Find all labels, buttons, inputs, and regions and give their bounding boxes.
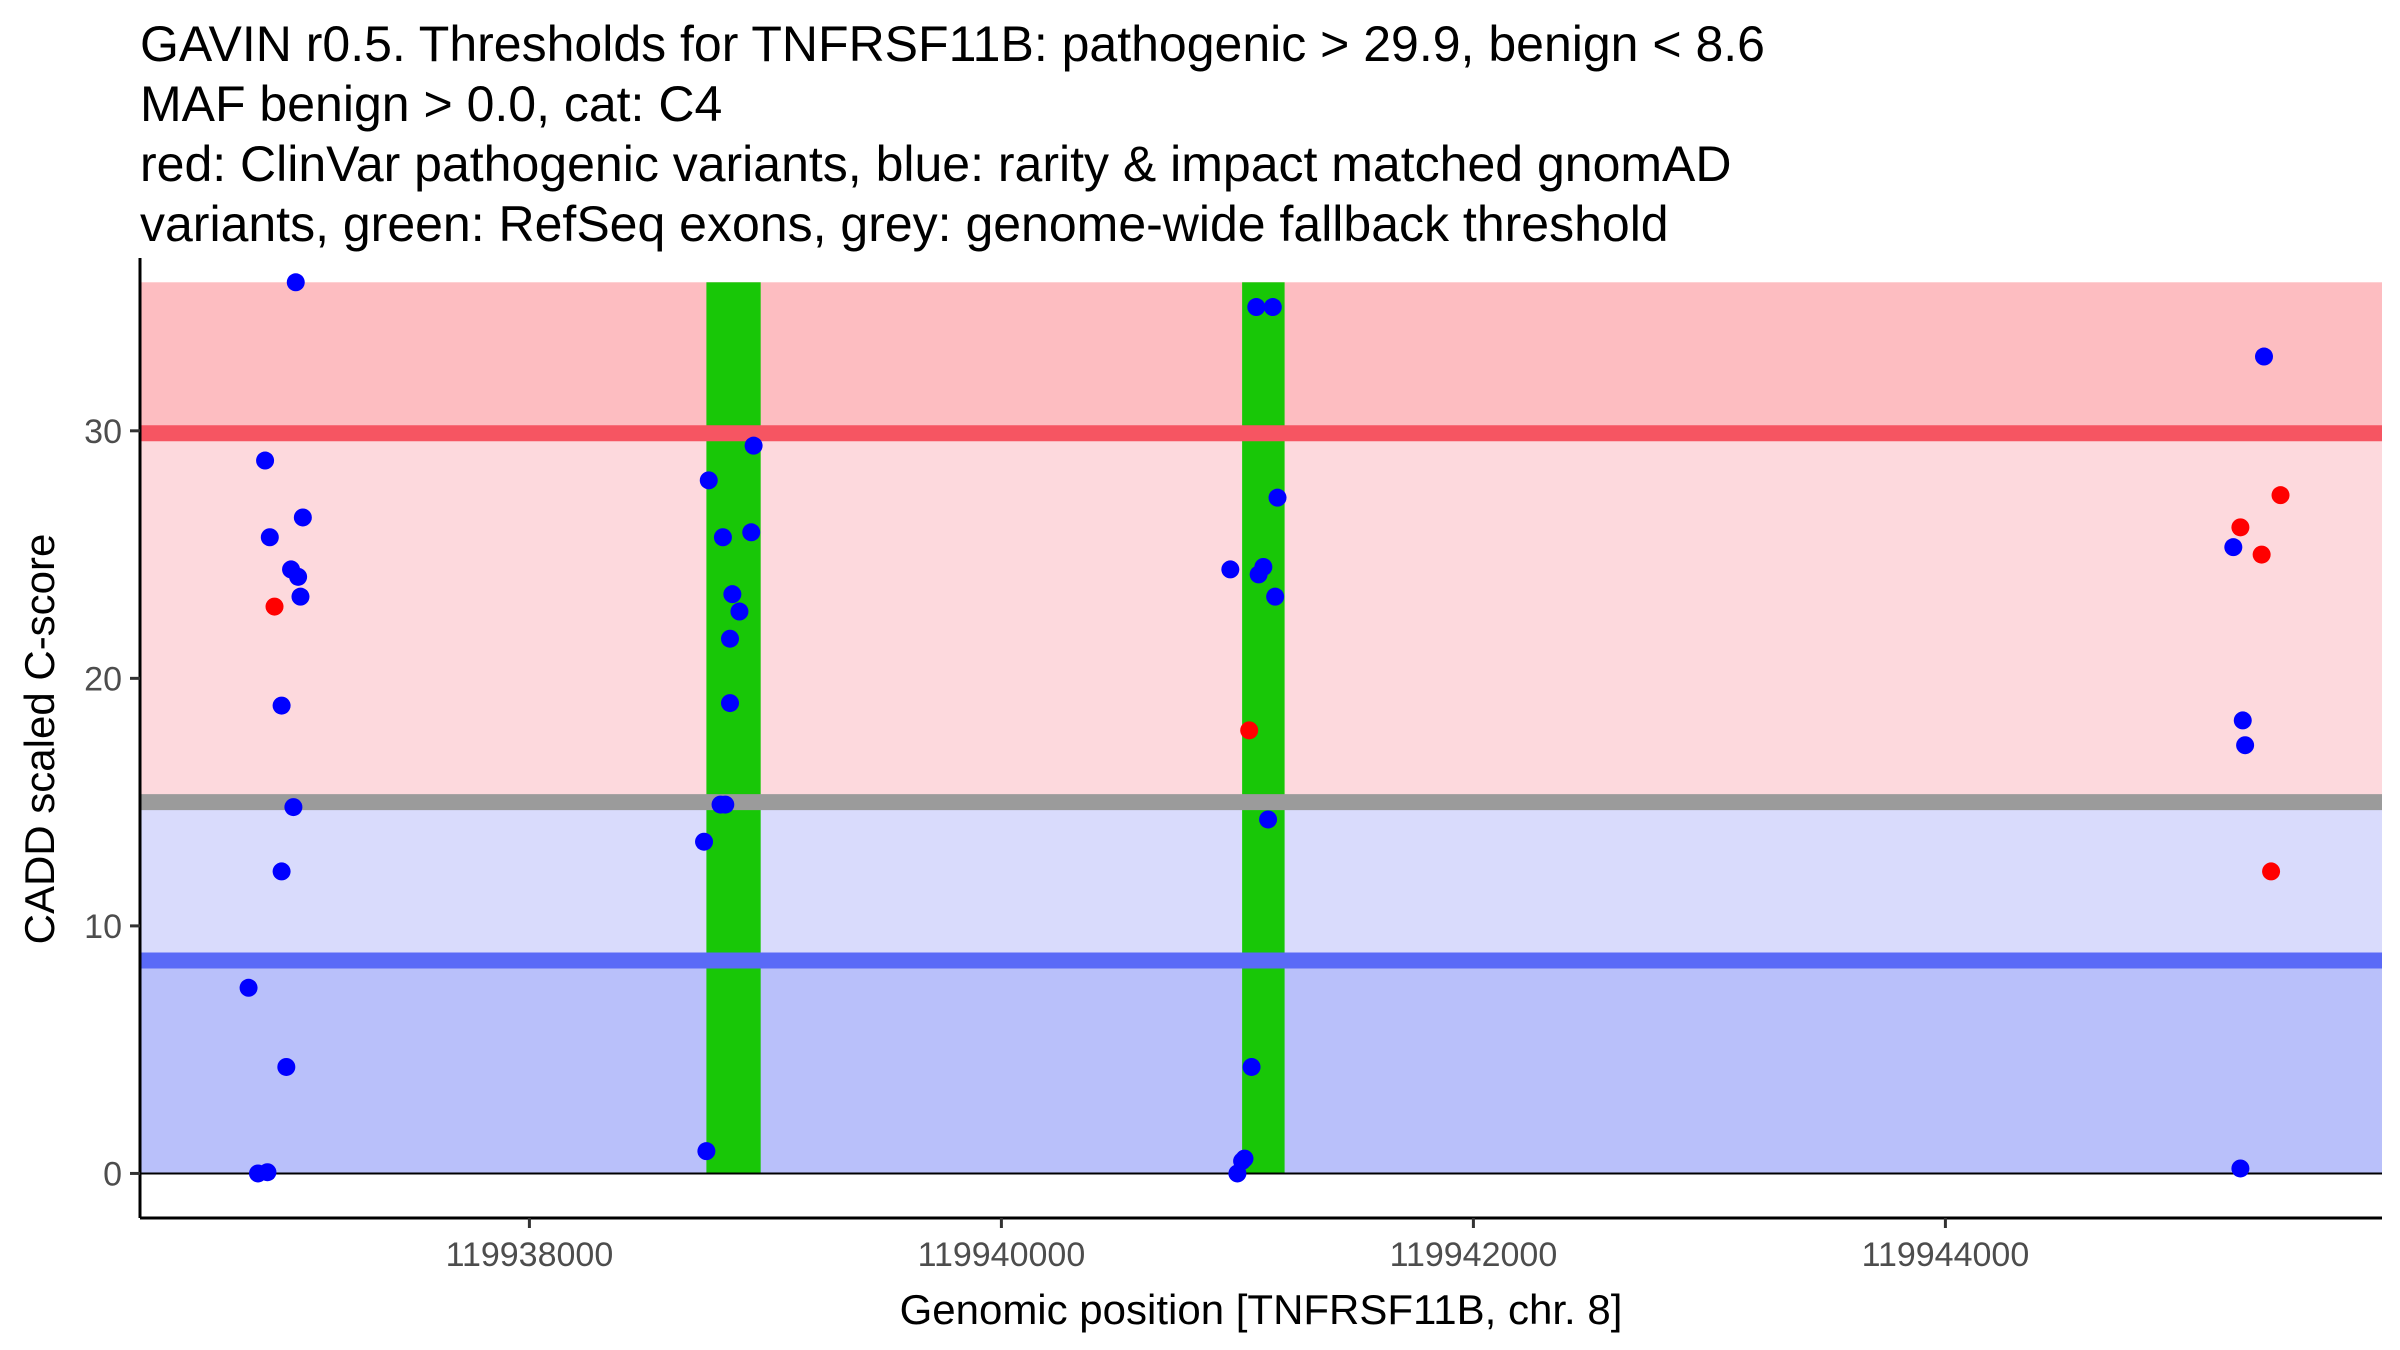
gnomad-variant-point (272, 696, 291, 715)
y-tick-label: 0 (103, 1155, 122, 1193)
x-axis-title: Genomic position [TNFRSF11B, chr. 8] (900, 1286, 1623, 1333)
gnomad-variant-point (2233, 711, 2252, 730)
axes: 0 10 20 30 119938000 119940000 119942000 119944… (84, 258, 2382, 1274)
x-tick-label: 119942000 (1390, 1236, 1558, 1274)
gnomad-variant-point (1242, 1057, 1261, 1076)
gnomad-variant-point (695, 832, 714, 851)
gnomad-variant-point (286, 273, 305, 292)
threshold-lines (140, 425, 2382, 969)
title-line-2: MAF benign > 0.0, cat: C4 (140, 76, 723, 132)
gnomad-variant-point (277, 1057, 296, 1076)
gnomad-variant-point (272, 862, 291, 881)
gnomad-variant-point (697, 1142, 716, 1161)
gnomad-variant-point (256, 451, 275, 470)
gnomad-variant-point (1259, 810, 1278, 829)
gnomad-variant-point (260, 528, 279, 547)
gnomad-variant-point (1247, 298, 1266, 317)
gnomad-variant-point (1263, 298, 1282, 317)
y-axis-title: CADD scaled C-score (16, 534, 63, 945)
gnomad-variant-point (699, 471, 718, 490)
gnomad-variant-point (1268, 488, 1287, 507)
gnomad-variant-point (258, 1163, 277, 1182)
gnomad-variant-point (2231, 1159, 2250, 1178)
title-line-1: GAVIN r0.5. Thresholds for TNFRSF11B: pa… (140, 16, 1765, 72)
y-tick-label: 30 (84, 413, 122, 451)
title-line-3: red: ClinVar pathogenic variants, blue: … (140, 136, 1732, 192)
gnomad-variant-point (1228, 1164, 1247, 1183)
gnomad-variant-point (721, 694, 739, 713)
clinvar-variant-point (1240, 721, 1259, 740)
chart-title: GAVIN r0.5. Thresholds for TNFRSF11B: pa… (140, 14, 1765, 254)
title-line-4: variants, green: RefSeq exons, grey: gen… (140, 196, 1669, 252)
gnomad-variant-point (293, 508, 312, 527)
gnomad-variant-point (239, 978, 258, 997)
gnomad-variant-point (1235, 1149, 1254, 1168)
clinvar-variant-point (2252, 545, 2271, 564)
gnomad-variant-point (291, 587, 310, 606)
x-tick-label: 119940000 (918, 1236, 1086, 1274)
gnomad-variant-point (721, 629, 739, 648)
gnomad-variant-point (1221, 560, 1240, 579)
exon-bar-1 (706, 282, 761, 1174)
y-tick-label: 20 (84, 660, 122, 698)
gnomad-variant-point (730, 602, 749, 621)
clinvar-variant-point (265, 597, 284, 616)
gnomad-variant-point (742, 523, 761, 542)
gnomad-variant-point (744, 436, 763, 455)
gnomad-variant-point (2255, 347, 2273, 366)
clinvar-variant-point (2271, 486, 2290, 505)
gnomad-variant-point (2224, 538, 2243, 557)
variant-points (239, 273, 2290, 1183)
x-tick-label: 119938000 (446, 1236, 614, 1274)
gnomad-variant-point (284, 798, 303, 817)
gnomad-variant-point (723, 585, 742, 604)
clinvar-variant-point (2262, 862, 2281, 881)
gnomad-variant-point (2236, 736, 2255, 755)
gnomad-variant-point (289, 567, 308, 586)
y-tick-label: 10 (84, 908, 122, 946)
gnomad-variant-point (1254, 557, 1273, 576)
gnomad-variant-point (713, 528, 732, 547)
gnomad-variant-point (716, 795, 735, 814)
gnomad-variant-point (1266, 587, 1285, 606)
clinvar-variant-point (2231, 518, 2250, 537)
x-tick-label: 119944000 (1862, 1236, 2030, 1274)
